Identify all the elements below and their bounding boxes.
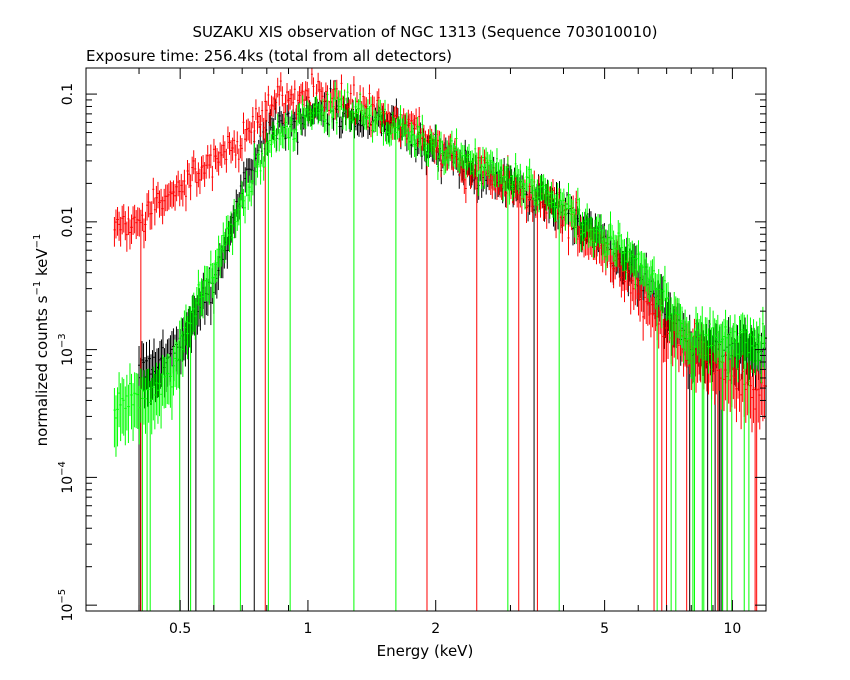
series-2 <box>113 81 767 611</box>
y-tick-label: 10−4 <box>57 461 76 494</box>
x-tick-label: 0.5 <box>169 621 191 637</box>
y-tick-label: 10−3 <box>57 333 76 366</box>
y-tick-label: 0.01 <box>60 206 76 237</box>
y-axis-label-mid: keV <box>33 248 51 281</box>
plot-frame <box>85 67 767 612</box>
data-marks <box>113 68 767 611</box>
y-axis-label-main: normalized counts s <box>33 295 51 446</box>
chart-subtitle: Exposure time: 256.4ks (total from all d… <box>86 47 452 65</box>
x-tick-label: 10 <box>723 621 741 637</box>
x-tick-label: 2 <box>431 621 440 637</box>
x-axis-ticks: 0.5 1 2 5 10 <box>85 68 741 637</box>
x-axis-label: Energy (keV) <box>377 642 474 660</box>
x-tick-label: 5 <box>600 621 609 637</box>
series-1 <box>113 68 767 611</box>
y-tick-label: 0.1 <box>60 83 76 105</box>
y-axis-ticks: 10−5 10−4 10−3 0.01 0.1 <box>57 83 766 621</box>
y-tick-label: 10−5 <box>57 589 76 622</box>
y-axis-label: normalized counts s−1 keV−1 <box>32 234 51 447</box>
chart-title: SUZAKU XIS observation of NGC 1313 (Sequ… <box>192 23 657 41</box>
x-tick-label: 1 <box>303 621 312 637</box>
y-axis-label-exp1: −1 <box>32 281 43 296</box>
y-axis-label-exp2: −1 <box>32 234 43 249</box>
